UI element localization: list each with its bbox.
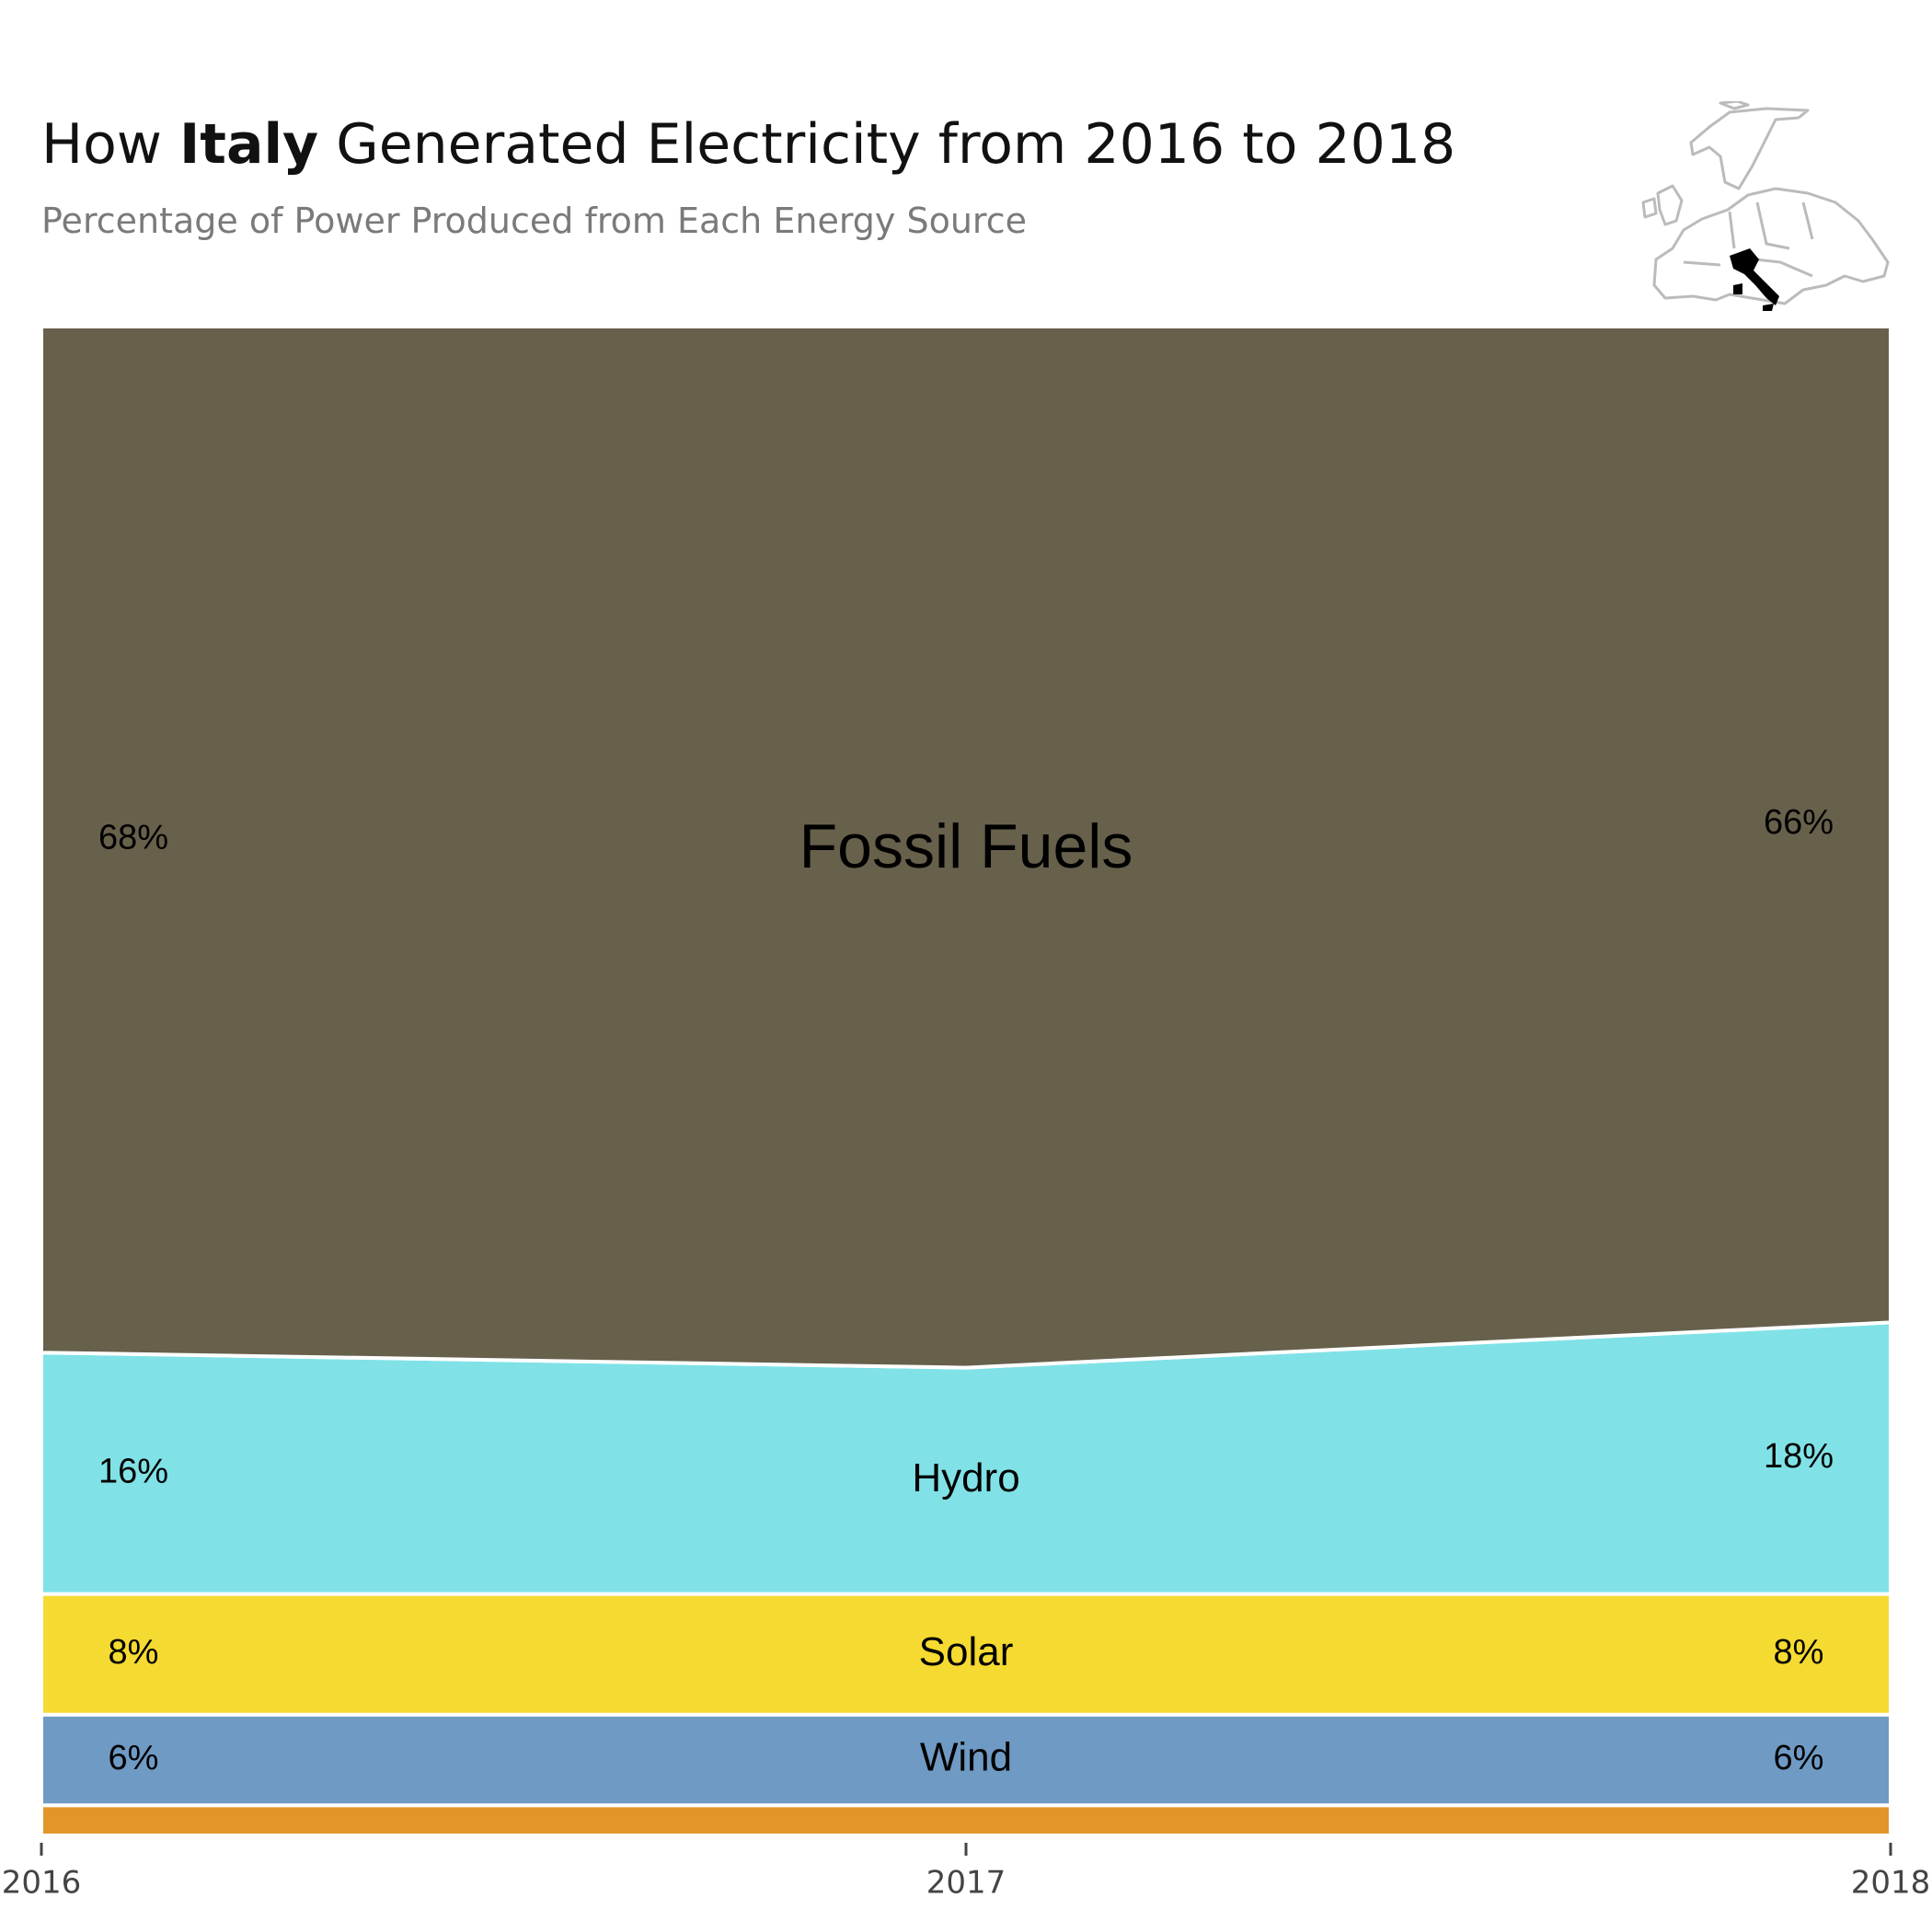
x-tick-label-2016: 2016 (2, 1865, 82, 1902)
value-label-solar-2018: 8% (1774, 1633, 1824, 1672)
value-label-solar-2016: 8% (109, 1633, 159, 1672)
value-label-fossil-fuels-2016: 68% (98, 819, 168, 857)
value-label-wind-2018: 6% (1774, 1739, 1824, 1777)
map-scandinavia-outline (1689, 107, 1810, 190)
series-label-hydro: Hydro (912, 1455, 1019, 1501)
series-label-fossil-fuels: Fossil Fuels (799, 811, 1133, 881)
map-svalbard-outline (1719, 101, 1750, 110)
x-tick-label-2017: 2017 (926, 1865, 1006, 1902)
area-other (40, 1803, 1892, 1837)
value-label-hydro-2016: 16% (98, 1452, 168, 1490)
value-label-hydro-2018: 18% (1764, 1437, 1834, 1476)
value-label-wind-2016: 6% (109, 1739, 159, 1777)
value-label-fossil-fuels-2018: 66% (1764, 803, 1834, 842)
chart-subtitle: Percentage of Power Produced from Each E… (41, 201, 1027, 241)
series-label-solar: Solar (919, 1629, 1014, 1674)
title-country: Italy (178, 112, 319, 177)
title-suffix: Generated Electricity from 2016 to 2018 (318, 112, 1456, 177)
map-italy-highlight (1730, 248, 1779, 311)
europe-map-icon (1641, 101, 1890, 311)
map-mainland-outline (1652, 187, 1890, 305)
series-label-wind: Wind (920, 1735, 1012, 1780)
map-borders (1683, 201, 1814, 278)
area-fossil-fuels (40, 325, 1892, 1370)
map-uk-outline (1656, 184, 1684, 226)
x-tick-label-2018: 2018 (1851, 1865, 1931, 1902)
chart-title: How Italy Generated Electricity from 201… (41, 112, 1455, 177)
title-prefix: How (41, 112, 179, 177)
map-ireland-outline (1641, 197, 1658, 219)
